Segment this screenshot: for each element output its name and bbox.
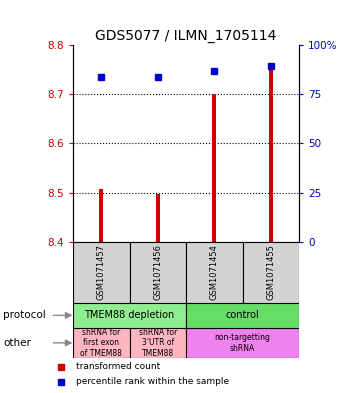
Bar <box>73 242 130 303</box>
Bar <box>212 94 216 242</box>
Bar <box>130 328 186 358</box>
Bar <box>186 242 243 303</box>
Text: TMEM88 depletion: TMEM88 depletion <box>85 310 175 320</box>
Bar <box>186 328 299 358</box>
Text: GSM1071455: GSM1071455 <box>267 244 275 300</box>
Bar <box>269 67 273 242</box>
Text: GSM1071456: GSM1071456 <box>153 244 163 300</box>
Text: percentile rank within the sample: percentile rank within the sample <box>75 377 229 386</box>
Text: GSM1071454: GSM1071454 <box>210 244 219 300</box>
Bar <box>156 194 160 242</box>
Text: protocol: protocol <box>3 310 46 320</box>
Text: other: other <box>3 338 31 348</box>
Text: non-targetting
shRNA: non-targetting shRNA <box>215 333 271 353</box>
Bar <box>73 328 130 358</box>
Bar <box>130 242 186 303</box>
Text: control: control <box>226 310 259 320</box>
Bar <box>186 303 299 328</box>
Text: shRNA for
3'UTR of
TMEM88: shRNA for 3'UTR of TMEM88 <box>139 328 177 358</box>
Bar <box>73 303 186 328</box>
Text: shRNA for
first exon
of TMEM88: shRNA for first exon of TMEM88 <box>81 328 122 358</box>
Text: GSM1071457: GSM1071457 <box>97 244 106 300</box>
Title: GDS5077 / ILMN_1705114: GDS5077 / ILMN_1705114 <box>96 29 277 43</box>
Text: transformed count: transformed count <box>75 362 160 371</box>
Bar <box>99 189 103 242</box>
Bar <box>243 242 299 303</box>
